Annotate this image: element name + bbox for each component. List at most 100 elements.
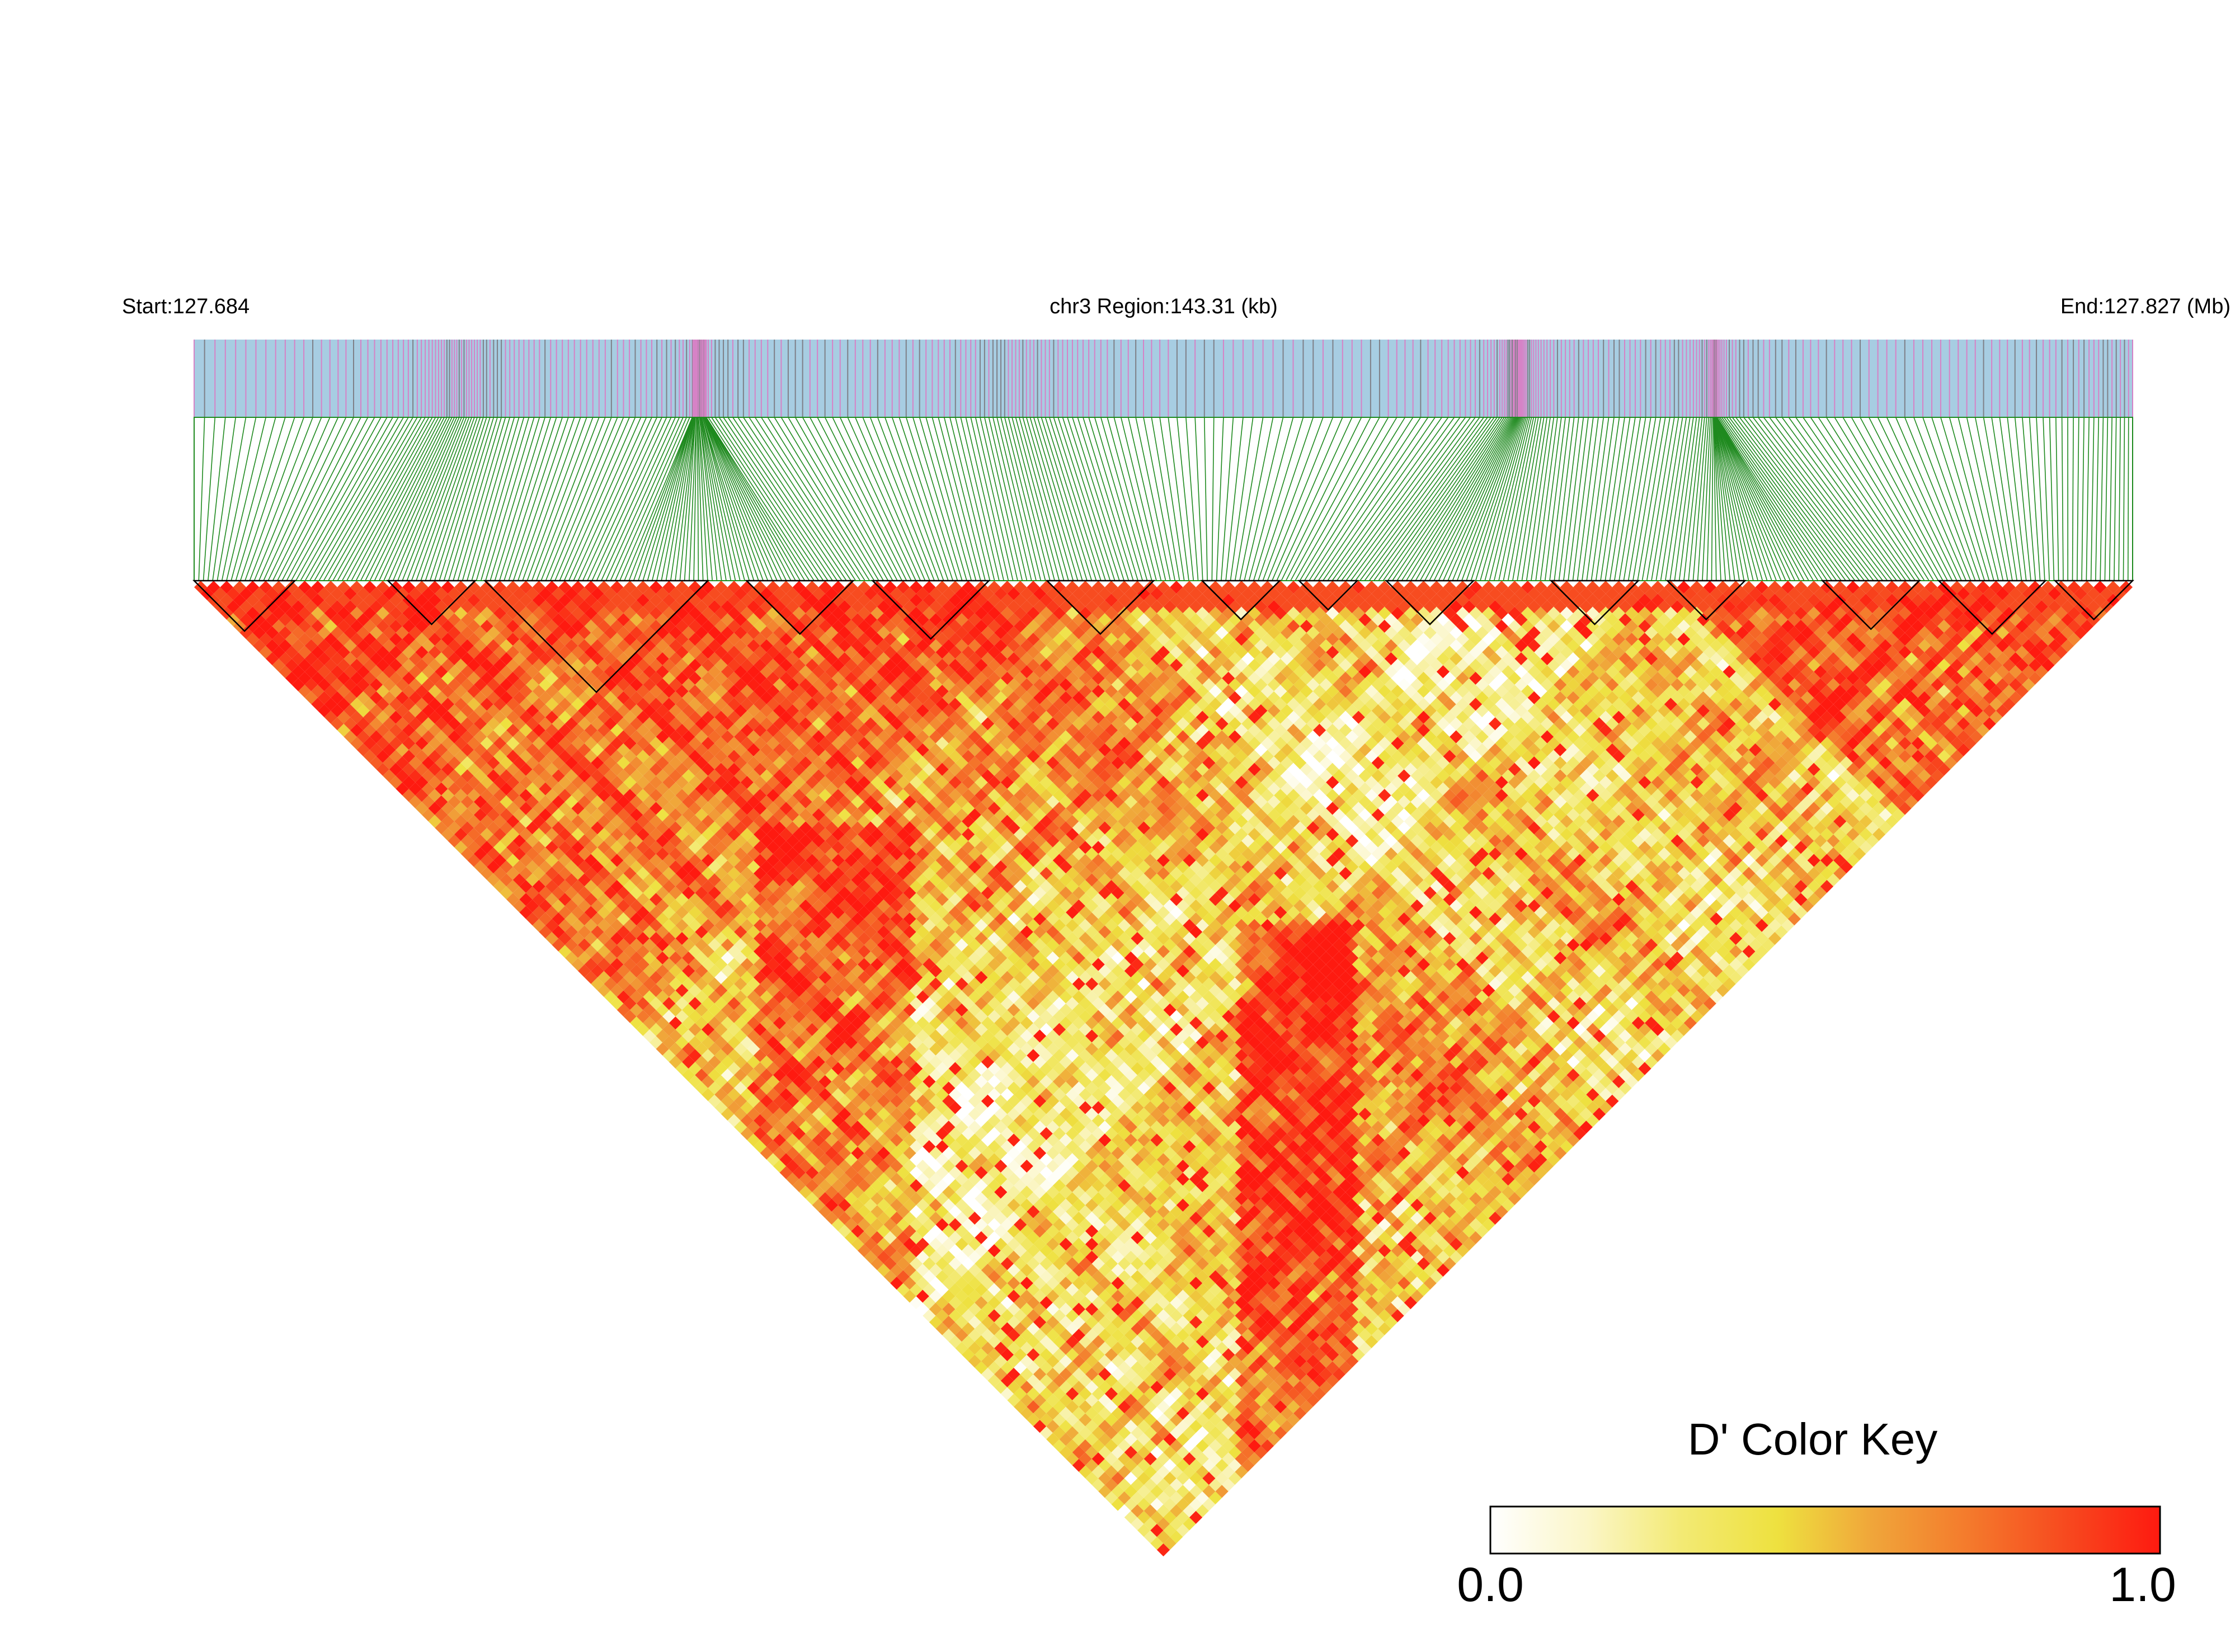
snp-connector-line (1904, 417, 1971, 581)
ld-cell (903, 1237, 916, 1251)
ld-cell (792, 1166, 806, 1179)
ld-cell (844, 1140, 858, 1154)
snp-connector-line (1713, 417, 1721, 581)
ld-cell (831, 1153, 845, 1166)
ld-cell (539, 860, 552, 874)
ld-cell (239, 626, 253, 639)
ld-cell (916, 1173, 929, 1186)
snp-connector-line (1253, 417, 1304, 581)
ld-cell (1144, 1504, 1157, 1518)
ld-cell (623, 879, 637, 893)
ld-cell (279, 639, 292, 652)
ld-cell (428, 763, 441, 776)
ld-cell (695, 990, 708, 1004)
ld-cell (883, 1218, 897, 1231)
ld-cell (1039, 1413, 1053, 1427)
ld-cell (792, 1049, 806, 1062)
ld-cell (669, 1016, 683, 1030)
ld-cell (1124, 1446, 1137, 1459)
ld-cell (610, 983, 624, 997)
snp-connector-line (1544, 417, 1566, 581)
ld-cell (356, 626, 370, 639)
ld-cell (506, 867, 520, 880)
ld-cell (1014, 1361, 1027, 1375)
ld-cell (545, 919, 559, 932)
ld-cell (1072, 1406, 1085, 1420)
snp-connector-line (402, 417, 467, 581)
ld-cell (467, 737, 481, 750)
snp-connector-line (698, 417, 713, 581)
snp-connector-line (656, 417, 694, 581)
snp-connector-line (1015, 417, 1060, 581)
ld-cell (1098, 1381, 1112, 1394)
ld-cell (331, 652, 344, 666)
ld-cell (948, 1335, 962, 1349)
ld-cell (304, 626, 318, 639)
ld-cell (623, 958, 637, 971)
ld-cell (259, 633, 272, 646)
snp-connector-line (628, 417, 693, 581)
snp-connector-line (1752, 417, 1879, 581)
ld-cell (851, 1173, 864, 1186)
ld-cell (435, 730, 448, 743)
ld-cell (298, 606, 312, 620)
ld-cell (487, 756, 500, 770)
snp-connector-line (601, 417, 676, 581)
ld-cell (421, 795, 435, 808)
ld-cell (350, 633, 364, 646)
ld-cell (285, 619, 299, 633)
ld-cell (526, 834, 539, 848)
snp-connector-line (1572, 417, 1594, 581)
ld-cell (766, 1127, 780, 1140)
ld-cell (675, 997, 689, 1010)
ld-cell (1072, 1458, 1085, 1472)
ld-cell (812, 1198, 825, 1212)
ld-cell (493, 815, 507, 828)
ld-cell (896, 1153, 910, 1166)
ld-cell (1014, 1348, 1027, 1362)
ld-cell (558, 879, 572, 893)
snp-connector-line (230, 417, 276, 581)
snp-connector-line (1262, 417, 1324, 581)
snp-connector-line (718, 417, 829, 581)
ld-cell (727, 1049, 741, 1062)
snp-connector-line (925, 417, 972, 581)
ld-cell (1104, 1478, 1118, 1491)
snp-connector-line (1949, 417, 1994, 581)
ld-cell (578, 834, 591, 848)
ld-cell (740, 1088, 754, 1102)
ld-cell (402, 671, 416, 685)
ld-cell (935, 1296, 949, 1310)
snp-connector-line (217, 417, 247, 581)
snp-connector-line (743, 417, 851, 581)
snp-connector-line (1716, 417, 1805, 581)
ld-cell (1052, 1322, 1066, 1335)
ld-cell (519, 827, 533, 841)
ld-cell (1118, 1504, 1131, 1518)
ld-cell (376, 646, 389, 659)
ld-cell (766, 1075, 780, 1088)
ld-cell (441, 775, 455, 789)
ld-cell (344, 717, 357, 731)
ld-cell (1033, 1342, 1047, 1355)
ld-cell (987, 1348, 1001, 1362)
snp-connector-line (700, 417, 732, 581)
ld-cell (402, 789, 416, 802)
ld-cell (448, 743, 461, 756)
ld-cell (675, 1010, 689, 1023)
ld-cell (415, 802, 429, 815)
ld-cell (1124, 1458, 1137, 1472)
ld-cell (675, 971, 689, 984)
ld-cell (740, 1049, 754, 1062)
ld-cell (682, 964, 695, 978)
snp-connector-line (1940, 417, 1990, 581)
snp-connector-line (1803, 417, 1916, 581)
ld-cell (818, 1153, 832, 1166)
ld-cell (350, 658, 364, 672)
ld-cell (851, 1198, 864, 1212)
ld-cell (883, 1153, 897, 1166)
ld-cell (317, 613, 331, 627)
snp-connector-line (980, 417, 1018, 581)
ld-cell (773, 1133, 787, 1147)
snp-connector-line (332, 417, 426, 581)
